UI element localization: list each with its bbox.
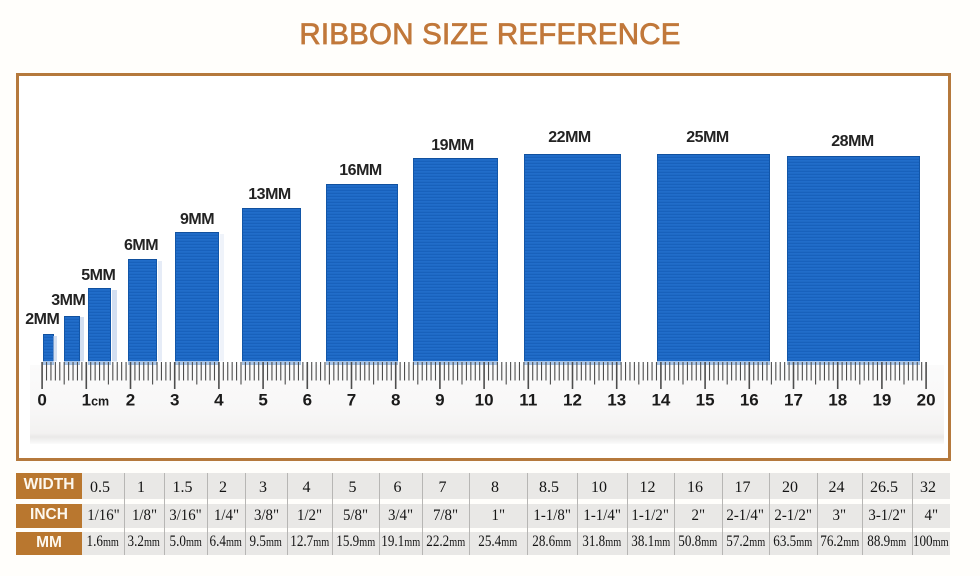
- svg-text:6: 6: [303, 390, 312, 409]
- svg-text:1cm: 1cm: [82, 390, 110, 409]
- svg-text:18: 18: [828, 390, 847, 409]
- svg-text:11: 11: [519, 390, 537, 409]
- svg-text:7: 7: [347, 390, 356, 409]
- svg-text:10: 10: [475, 390, 494, 409]
- svg-text:17: 17: [784, 390, 803, 409]
- svg-text:2: 2: [126, 390, 135, 409]
- svg-text:13: 13: [607, 390, 626, 409]
- svg-text:9: 9: [435, 390, 444, 409]
- svg-text:4: 4: [214, 390, 224, 409]
- svg-text:0: 0: [37, 390, 46, 409]
- svg-text:8: 8: [391, 390, 400, 409]
- svg-text:5: 5: [258, 390, 267, 409]
- svg-text:12: 12: [563, 390, 582, 409]
- svg-text:16: 16: [740, 390, 759, 409]
- svg-text:20: 20: [917, 390, 936, 409]
- svg-text:19: 19: [872, 390, 891, 409]
- svg-text:15: 15: [696, 390, 715, 409]
- svg-text:3: 3: [170, 390, 179, 409]
- svg-text:14: 14: [651, 390, 670, 409]
